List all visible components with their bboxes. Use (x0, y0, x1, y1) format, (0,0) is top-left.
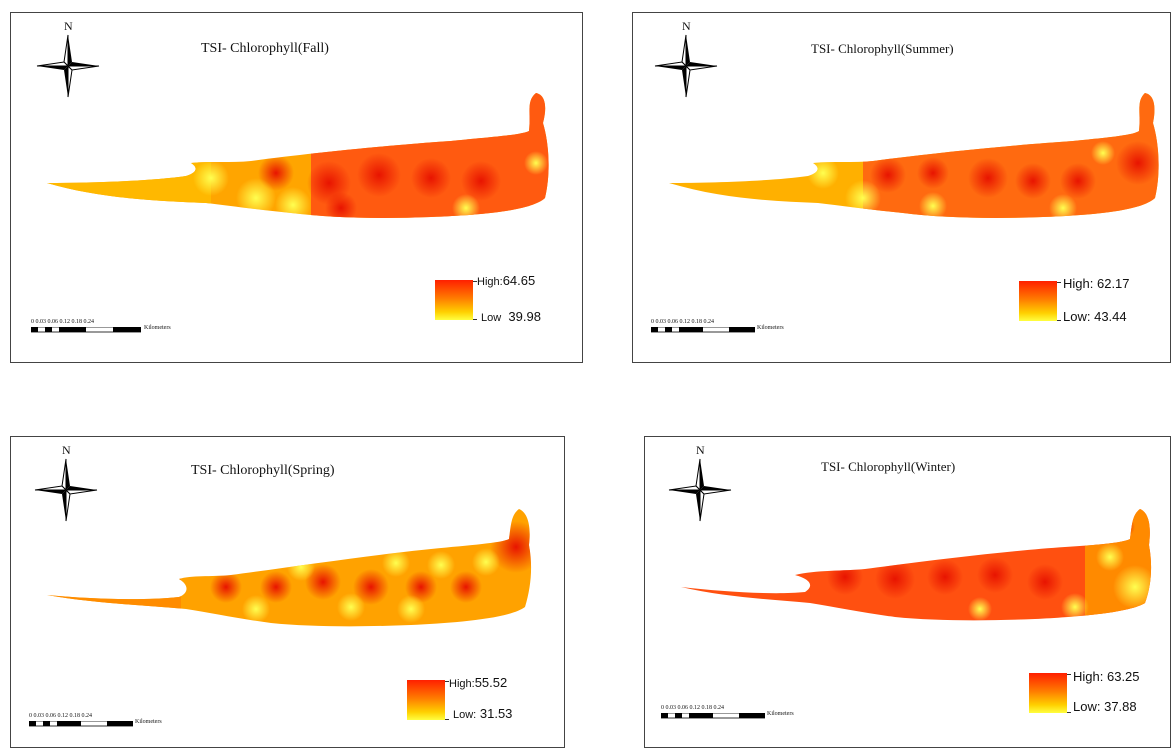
legend-high-label: High: (1063, 276, 1094, 291)
map-panel-summer: N TSI- Chlorophyll(Summer) High: 62.17 L… (632, 12, 1171, 363)
north-label: N (62, 443, 71, 457)
legend-low-label: Low (481, 312, 502, 324)
scale-labels: 0 0.03 0.06 0.12 0.18 0.24 (651, 319, 714, 325)
legend-low-value: 31.53 (479, 706, 513, 721)
legend-high-value: 62.17 (1096, 276, 1130, 291)
legend-low-value: 43.44 (1094, 309, 1127, 324)
north-arrow-icon (668, 458, 732, 522)
map-title: TSI- Chlorophyll(Fall) (201, 41, 329, 56)
legend-low: Low 39.98 (481, 309, 541, 324)
legend-low-value: 39.98 (508, 309, 541, 324)
scale-bar (31, 327, 141, 333)
legend-low: Low: 31.53 (453, 706, 512, 721)
legend-low-label: Low: (1073, 699, 1101, 714)
legend-high: High:64.65 (477, 273, 535, 288)
map-title: TSI- Chlorophyll(Spring) (191, 463, 335, 478)
lake-heatmap-winter (681, 509, 1152, 621)
legend-high: High: 63.25 (1073, 669, 1140, 684)
legend-color-ramp (435, 280, 473, 320)
lake-heatmap-summer (669, 93, 1159, 218)
legend-low: Low: 43.44 (1063, 309, 1127, 324)
scale-labels: 0 0.03 0.06 0.12 0.18 0.24 (29, 713, 92, 719)
scale-unit: Kilometers (757, 325, 784, 331)
legend-color-ramp (1019, 281, 1057, 321)
north-arrow-icon (654, 34, 718, 98)
scale-unit: Kilometers (144, 325, 171, 331)
map-panel-winter: N TSI- Chlorophyll(Winter) High: 63.25 L… (644, 436, 1171, 748)
legend-high-label: High: (1073, 669, 1104, 684)
map-title: TSI- Chlorophyll(Winter) (821, 459, 956, 474)
scale-unit: Kilometers (767, 711, 794, 717)
legend-low: Low: 37.88 (1073, 699, 1137, 714)
legend-color-ramp (407, 680, 445, 720)
north-label: N (696, 443, 705, 457)
legend-color-ramp (1029, 673, 1067, 713)
legend-low-value: 37.88 (1104, 699, 1137, 714)
legend-low-label: Low: (1063, 309, 1091, 324)
scale-labels: 0 0.03 0.06 0.12 0.18 0.24 (661, 705, 724, 711)
scale-bar (661, 713, 765, 719)
scale-bar (651, 327, 755, 333)
legend-high-label: High: (449, 678, 475, 690)
map-panel-spring: N TSI- Chlorophyll(Spring) High:55.52 Lo… (10, 436, 565, 748)
legend-high-label: High: (477, 276, 503, 288)
map-title: TSI- Chlorophyll(Summer) (811, 41, 954, 56)
legend-low-label: Low: (453, 709, 477, 721)
map-panel-fall: N TSI- Chlorophyll(Fall) High:64.65 Low … (10, 12, 583, 363)
north-arrow-icon (34, 458, 98, 522)
legend-high-value: 63.25 (1106, 669, 1140, 684)
north-label: N (64, 19, 73, 33)
legend-high-value: 64.65 (502, 273, 536, 288)
scale-labels: 0 0.03 0.06 0.12 0.18 0.24 (31, 319, 94, 325)
north-label: N (682, 19, 691, 33)
lake-heatmap-spring (47, 509, 532, 627)
scale-bar (29, 721, 133, 727)
north-arrow-icon (36, 34, 100, 98)
lake-heatmap-fall (47, 93, 549, 218)
legend-high: High:55.52 (449, 675, 507, 690)
scale-unit: Kilometers (135, 719, 162, 725)
legend-high: High: 62.17 (1063, 276, 1130, 291)
legend-high-value: 55.52 (474, 675, 508, 690)
